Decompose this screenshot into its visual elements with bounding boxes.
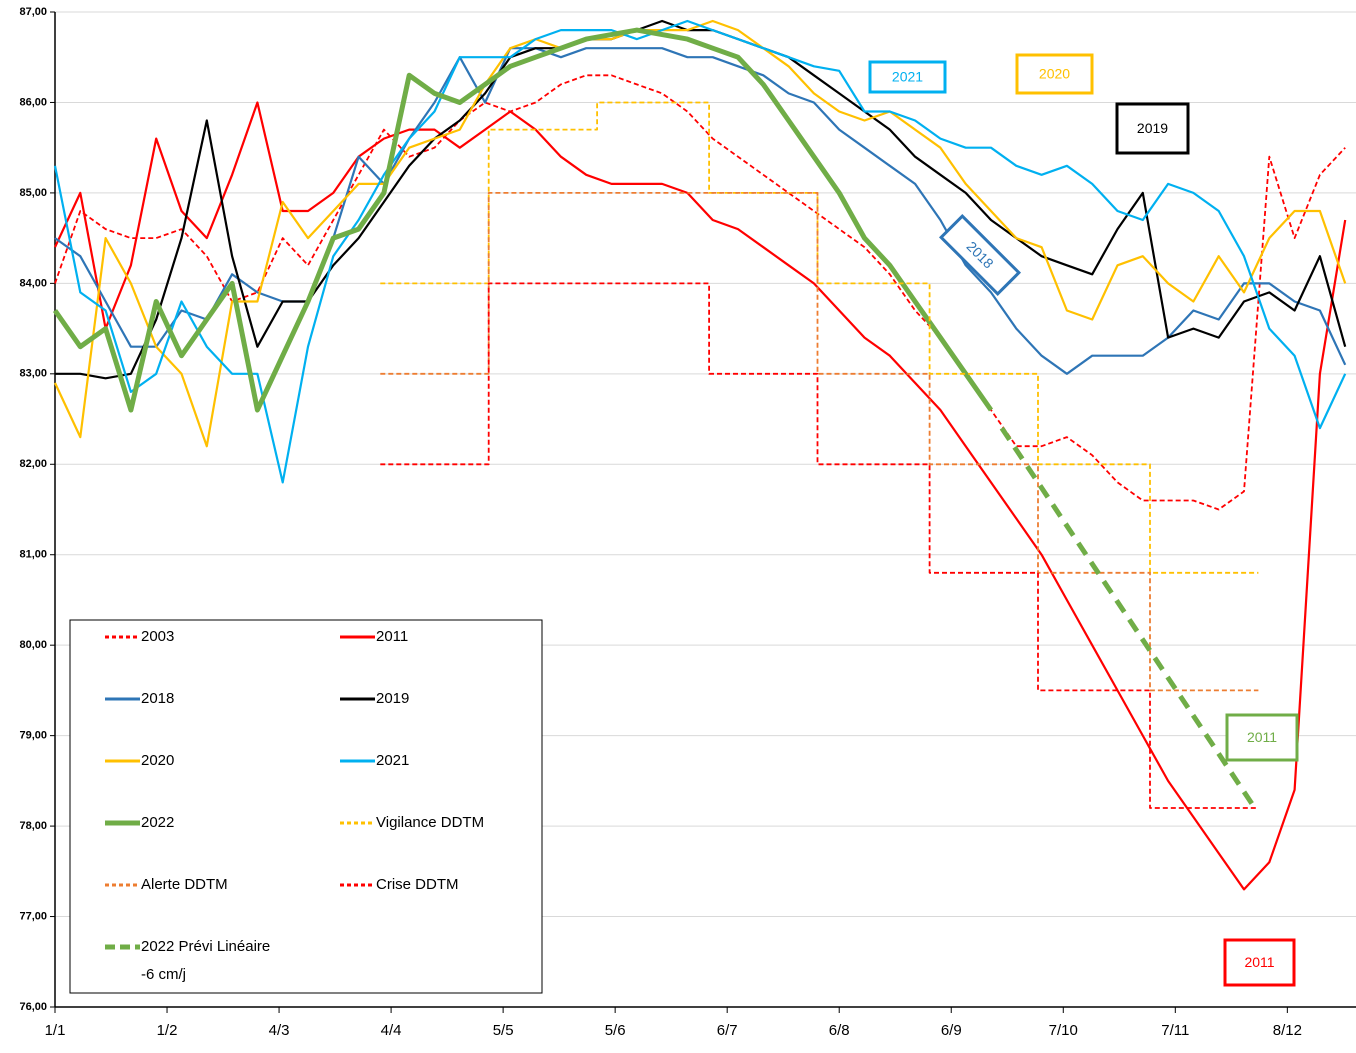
series-line — [53, 19, 1347, 484]
y-tick-label: 77,00 — [19, 910, 47, 922]
annotation: 2020 — [1015, 53, 1094, 95]
legend-label-box: 2019 — [376, 690, 410, 707]
y-tick-label: 82,00 — [19, 458, 47, 470]
annotation-box — [1225, 713, 1299, 762]
x-tick-label: 5/5 — [493, 1022, 514, 1039]
legend-label: 2018 — [141, 690, 175, 707]
legend-label-box: 2020 — [141, 752, 175, 769]
x-tick-label: 6/8 — [829, 1022, 850, 1039]
x-tick-label: 8/12 — [1273, 1022, 1302, 1039]
y-tick-label: 81,00 — [19, 549, 47, 561]
legend-label: 2011 — [376, 628, 409, 645]
x-tick-label: 6/9 — [941, 1022, 962, 1039]
x-tick-label: 4/4 — [381, 1022, 402, 1039]
y-tick-label: 86,00 — [19, 96, 47, 108]
y-tick-label: 78,00 — [19, 820, 47, 832]
legend-label-box: 2022 Prévi Linéaire -6 cm/j — [141, 938, 271, 983]
x-tick-label: 7/10 — [1049, 1022, 1078, 1039]
series-line — [54, 19, 1347, 448]
series-line — [55, 19, 1347, 380]
legend-label: Crise DDTM — [376, 876, 459, 893]
series-line — [54, 47, 1347, 375]
series-line — [380, 192, 1259, 692]
x-tick-label: 1/2 — [157, 1022, 178, 1039]
y-tick-label: 85,00 — [19, 187, 47, 199]
annotation-text: 2019 — [1137, 120, 1168, 136]
x-tick-label: 6/7 — [717, 1022, 738, 1039]
legend: 2003 2011 2018 2019 2020 2021 2022 Vigilance DD… — [69, 619, 543, 994]
series-line — [380, 282, 1259, 809]
legend-label: 2003 — [141, 628, 175, 645]
x-tick-label: 7/11 — [1161, 1022, 1189, 1039]
series-line — [380, 101, 1259, 574]
y-tick-label: 80,00 — [19, 639, 47, 651]
y-tick-label: 76,00 — [19, 1001, 47, 1013]
annotation-box — [1115, 102, 1190, 155]
legend-label: 2022 Prévi Linéaire -6 cm/j — [141, 938, 271, 983]
legend-label-box: 2021 — [376, 752, 410, 769]
legend-label: 2022 — [141, 814, 175, 831]
y-tick-label: 83,00 — [19, 368, 47, 380]
legend-label-box: 2018 — [141, 690, 175, 707]
series-line — [54, 101, 1347, 891]
annotation: 2011 — [1223, 938, 1296, 987]
annotation: 2011 — [1225, 713, 1299, 762]
series-line — [999, 426, 1257, 810]
series-line — [52, 27, 994, 413]
legend-box — [69, 619, 543, 994]
annotation: 2021 — [868, 60, 947, 94]
x-tick-label: 5/6 — [605, 1022, 626, 1039]
legend-label: Alerte DDTM — [141, 876, 228, 893]
legend-label-box: 2022 — [141, 814, 175, 831]
legend-label-box: 2003 — [141, 628, 175, 645]
legend-label: 2021 — [376, 752, 410, 769]
legend-label: 2020 — [141, 752, 175, 769]
legend-label-box: 2011 — [376, 628, 409, 645]
annotation: 2019 — [1115, 102, 1190, 155]
legend-label-box: Crise DDTM — [376, 876, 459, 893]
legend-label-box: Vigilance DDTM — [376, 814, 485, 831]
annotation-box — [1223, 938, 1296, 987]
annotation-text: 2021 — [892, 69, 923, 85]
legend-label-box: Alerte DDTM — [141, 876, 228, 893]
annotation-text: 2020 — [1039, 66, 1070, 82]
annotation-box — [938, 213, 1022, 297]
annotation: 2018 — [938, 213, 1022, 297]
y-tick-label: 87,00 — [19, 6, 47, 18]
legend-label: 2019 — [376, 690, 410, 707]
legend-label: Vigilance DDTM — [376, 814, 485, 831]
x-tick-label: 4/3 — [269, 1022, 290, 1039]
y-tick-label: 84,00 — [19, 277, 47, 289]
x-tick-label: 1/1 — [45, 1022, 66, 1039]
series-line — [54, 74, 1346, 511]
annotation-text: 2011 — [1244, 954, 1274, 970]
annotation-text: 2011 — [1247, 729, 1277, 745]
annotation-box — [1015, 53, 1094, 95]
y-tick-label: 79,00 — [19, 730, 47, 742]
annotation-box — [868, 60, 947, 94]
